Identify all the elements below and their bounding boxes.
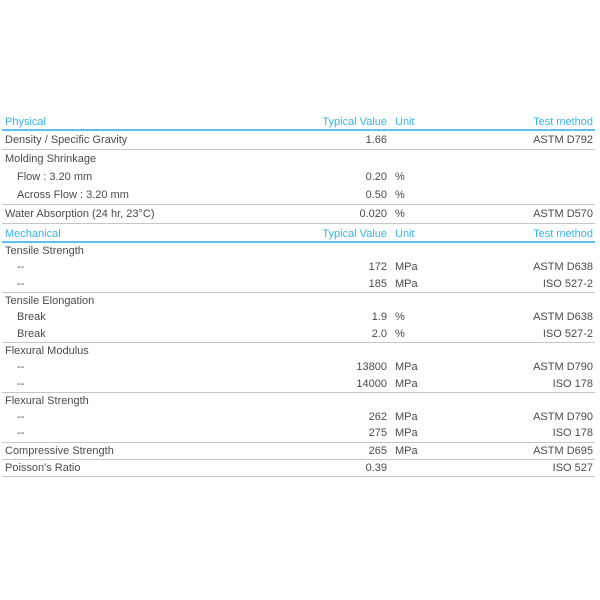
table-row: -- 275 MPa ISO 178 (2, 425, 595, 441)
typical-value: 1.66 (365, 134, 387, 146)
property-name: -- (17, 277, 25, 290)
unit-label: % (395, 208, 405, 220)
test-method: ASTM D638 (533, 311, 593, 324)
property-name: Tensile Strength (5, 245, 84, 258)
column-header-unit: Unit (395, 228, 415, 240)
test-method: ASTM D792 (533, 134, 593, 146)
table-row: Flexural Strength (2, 393, 595, 409)
section-header: Physical Typical Value Unit Test method (2, 116, 595, 131)
property-name: Poisson's Ratio (5, 462, 81, 474)
table-row: Water Absorption (24 hr, 23°C) 0.020% ASTM… (2, 205, 595, 223)
test-method: ISO 527 (552, 462, 593, 474)
table-row: -- 172 MPa ASTM D638 (2, 259, 595, 275)
typical-value: 275 (368, 427, 387, 440)
table-row: -- 262 MPa ASTM D790 (2, 409, 595, 425)
column-header-typical-value: Typical Value (322, 116, 387, 128)
section-header: Mechanical Typical Value Unit Test method (2, 228, 595, 243)
unit-label: MPa (395, 377, 418, 390)
column-header-unit: Unit (395, 116, 415, 128)
typical-value: 0.020 (359, 208, 387, 220)
table-row: Density / Specific Gravity 1.66 ASTM D792 (2, 131, 595, 149)
typical-value: 262 (368, 411, 387, 424)
table-row: Molding Shrinkage (2, 150, 595, 168)
property-group: Tensile Elongation Break 1.9% ASTM D638 Brea… (2, 293, 595, 343)
test-method: ISO 527-2 (542, 327, 593, 340)
section-mechanical: Mechanical Typical Value Unit Test method Te… (2, 228, 595, 478)
table-row: Across Flow : 3.20 mm 0.50% (2, 186, 595, 204)
typical-value: 2.0 (371, 327, 387, 340)
section-title: Physical (5, 116, 46, 128)
column-header-test-method: Test method (533, 116, 593, 128)
property-name: Across Flow : 3.20 mm (17, 189, 129, 201)
property-name: Break (17, 311, 46, 324)
property-name: Density / Specific Gravity (5, 134, 128, 146)
property-name: -- (17, 411, 25, 424)
table-row: Break 1.9% ASTM D638 (2, 309, 595, 325)
property-group: Molding Shrinkage Flow : 3.20 mm 0.20% Acro… (2, 150, 595, 205)
unit-label: % (395, 311, 405, 324)
property-name: -- (17, 427, 25, 440)
property-group: Flexural Modulus -- 13800 MPa ASTM D790 -- 140… (2, 343, 595, 393)
typical-value: 14000 (356, 377, 387, 390)
table-row: -- 14000 MPa ISO 178 (2, 375, 595, 391)
typical-value: 185 (368, 277, 387, 290)
unit-label: % (395, 189, 405, 201)
table-row: Compressive Strength 265 MPa ASTM D695 (2, 443, 595, 459)
unit-label: MPa (395, 261, 418, 274)
property-name: Flexural Strength (5, 394, 89, 407)
unit-label: MPa (395, 361, 418, 374)
table-row: -- 185 MPa ISO 527-2 (2, 276, 595, 292)
typical-value: 1.9 (371, 311, 387, 324)
property-name: Water Absorption (24 hr, 23°C) (5, 208, 155, 220)
typical-value: 0.39 (365, 462, 387, 474)
column-header-test-method: Test method (533, 228, 593, 240)
property-name: Tensile Elongation (5, 295, 95, 308)
property-name: -- (17, 361, 25, 374)
property-group: Poisson's Ratio 0.39 ISO 527 (2, 460, 595, 478)
unit-label: % (395, 171, 405, 183)
property-name: -- (17, 261, 25, 274)
typical-value: 13800 (356, 361, 387, 374)
table-row: Flexural Modulus (2, 343, 595, 359)
typical-value: 0.20 (365, 171, 387, 183)
property-name: Flow : 3.20 mm (17, 171, 93, 183)
test-method: ISO 178 (552, 427, 593, 440)
unit-label: MPa (395, 444, 418, 457)
unit-label: MPa (395, 427, 418, 440)
material-properties-datasheet: Physical Typical Value Unit Test method Dens… (2, 116, 595, 478)
test-method: ASTM D638 (533, 261, 593, 274)
section-title: Mechanical (5, 228, 61, 240)
table-row: Tensile Elongation (2, 293, 595, 309)
typical-value: 265 (368, 444, 387, 457)
property-group: Flexural Strength -- 262 MPa ASTM D790 -- 275 M… (2, 393, 595, 443)
table-row: Tensile Strength (2, 243, 595, 259)
table-row: Flow : 3.20 mm 0.20% (2, 168, 595, 186)
test-method: ASTM D570 (533, 208, 593, 220)
typical-value: 0.50 (365, 189, 387, 201)
property-group: Density / Specific Gravity 1.66 ASTM D792 (2, 131, 595, 150)
table-row: Poisson's Ratio 0.39 ISO 527 (2, 460, 595, 476)
property-name: -- (17, 377, 25, 390)
table-row: -- 13800 MPa ASTM D790 (2, 359, 595, 375)
test-method: ASTM D790 (533, 411, 593, 424)
unit-label: % (395, 327, 405, 340)
property-name: Molding Shrinkage (5, 153, 97, 165)
table-row: Break 2.0% ISO 527-2 (2, 325, 595, 341)
typical-value: 172 (368, 261, 387, 274)
section-physical: Physical Typical Value Unit Test method Dens… (2, 116, 595, 224)
property-name: Compressive Strength (5, 444, 114, 457)
test-method: ISO 527-2 (542, 277, 593, 290)
property-group: Compressive Strength 265 MPa ASTM D695 (2, 443, 595, 460)
test-method: ASTM D790 (533, 361, 593, 374)
test-method: ASTM D695 (533, 444, 593, 457)
property-name: Break (17, 327, 46, 340)
property-group: Water Absorption (24 hr, 23°C) 0.020% ASTM… (2, 205, 595, 224)
column-header-typical-value: Typical Value (322, 228, 387, 240)
unit-label: MPa (395, 277, 418, 290)
property-group: Tensile Strength -- 172 MPa ASTM D638 -- 185 MP… (2, 243, 595, 293)
unit-label: MPa (395, 411, 418, 424)
property-name: Flexural Modulus (5, 344, 89, 357)
test-method: ISO 178 (552, 377, 593, 390)
